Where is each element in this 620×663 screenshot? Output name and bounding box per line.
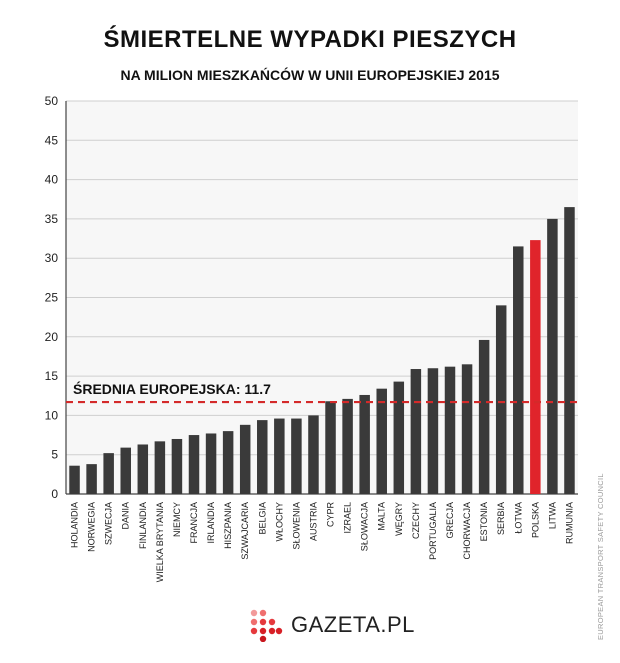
bar [547, 218, 558, 494]
y-tick-label: 15 [45, 369, 59, 383]
bar [257, 420, 268, 494]
bar [274, 418, 285, 494]
y-tick-label: 40 [45, 173, 59, 187]
bar [530, 240, 541, 494]
x-tick-label: AUSTRIA [308, 502, 318, 541]
x-tick-label: SERBIA [496, 502, 506, 535]
source-credit: EUROPEAN TRANSPORT SAFETY COUNCIL [596, 473, 605, 640]
x-tick-label: CYPR [326, 502, 336, 528]
y-axis: 0 5 10 15 20 25 30 35 40 45 50 [45, 94, 67, 501]
x-tick-label: NORWEGIA [87, 502, 97, 552]
bar [239, 424, 251, 494]
bar [222, 431, 234, 494]
x-tick-label: FRANCJA [189, 502, 199, 544]
bar [205, 433, 217, 494]
bar [171, 438, 183, 494]
y-tick-label: 0 [51, 487, 58, 501]
bar [308, 415, 319, 494]
bar [376, 388, 387, 494]
gazeta-dots-icon [250, 609, 283, 642]
x-tick-label: BELGIA [257, 502, 267, 535]
bar [461, 364, 473, 494]
x-tick-label: IRLANDIA [206, 502, 216, 544]
y-tick-label: 10 [45, 408, 59, 422]
gridlines [66, 100, 578, 495]
x-tick-label: ESTONIA [479, 502, 489, 541]
x-tick-label: GRECJA [445, 502, 455, 539]
bar [564, 207, 575, 495]
y-tick-label: 35 [45, 212, 59, 226]
x-tick-label: RUMUNIA [564, 502, 574, 544]
y-tick-label: 45 [45, 133, 59, 147]
x-tick-label: POLSKA [530, 502, 540, 538]
x-tick-label: CHORWACJA [462, 502, 472, 560]
y-tick-label: 30 [45, 251, 59, 265]
y-tick-label: 5 [51, 448, 58, 462]
bar [495, 305, 507, 494]
bar [513, 246, 524, 494]
bar [137, 444, 149, 494]
logo-text: GAZETA.PL [291, 612, 415, 637]
x-tick-label: PORTUGALIA [428, 502, 438, 560]
x-tick-label: SZWAJCARIA [240, 502, 250, 560]
bar [120, 447, 131, 494]
bar [444, 366, 456, 494]
bar [359, 394, 370, 494]
chart-subtitle: NA MILION MIESZKAŃCÓW W UNII EUROPEJSKIE… [120, 67, 500, 83]
y-tick-label: 25 [45, 291, 59, 305]
x-tick-label: ŁOTWA [513, 502, 523, 534]
x-tick-label: LITWA [547, 502, 557, 529]
bars [69, 207, 575, 495]
x-tick-label: MALTA [377, 502, 387, 531]
x-tick-label: NIEMCY [172, 502, 182, 537]
bar [325, 401, 336, 494]
x-tick-label: IZRAEL [343, 502, 353, 534]
bar [103, 453, 114, 494]
x-tick-label: SŁOWENIA [291, 502, 301, 550]
bar [86, 464, 97, 494]
bar [154, 441, 166, 494]
x-tick-label: DANIA [121, 502, 131, 530]
bar [427, 368, 439, 494]
x-tick-label: WŁOCHY [274, 502, 284, 542]
x-tick-label: SZWECJA [104, 502, 114, 545]
y-tick-label: 50 [45, 94, 59, 108]
bar [188, 435, 200, 494]
chart-title: ŚMIERTELNE WYPADKI PIESZYCH [103, 26, 517, 53]
y-tick-label: 20 [45, 330, 59, 344]
x-tick-label: HOLANDIA [70, 502, 80, 548]
x-axis-labels: HOLANDIA NORWEGIA SZWECJA DANIA FINLANDIA WIE… [70, 502, 575, 583]
average-label: ŚREDNIA EUROPEJSKA: 11.7 [73, 380, 271, 397]
x-tick-label: WIELKA BRYTANIA [155, 502, 165, 582]
x-tick-label: SŁOWACJA [360, 502, 370, 551]
x-tick-label: WĘGRY [394, 502, 404, 536]
bar [69, 465, 80, 494]
x-tick-label: CZECHY [411, 502, 421, 539]
gazeta-logo: GAZETA.PL [249, 603, 415, 647]
bar [478, 339, 490, 494]
bar [393, 381, 405, 494]
x-tick-label: HISZPANIA [223, 502, 233, 549]
x-tick-label: FINLANDIA [138, 502, 148, 549]
bar [291, 418, 302, 494]
bar-chart: 0 5 10 15 20 25 30 35 40 45 50 HOLANDIA NORWEGIA SZW… [45, 94, 582, 583]
bar [410, 369, 422, 494]
bar [342, 398, 353, 494]
